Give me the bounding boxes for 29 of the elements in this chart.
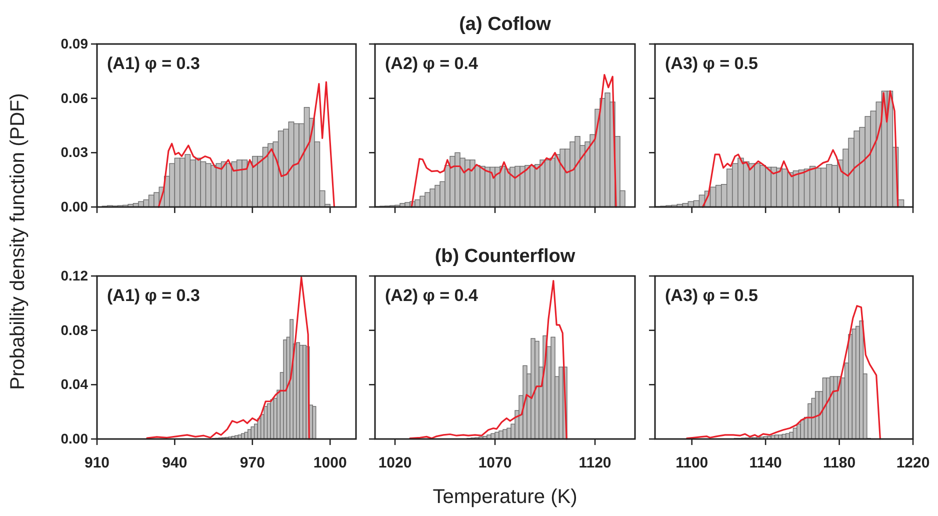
x-tick-label: 940 <box>162 454 188 472</box>
y-tick-label: 0.12 <box>60 267 88 284</box>
y-tick-label: 0.00 <box>60 430 88 446</box>
annotation: (A1) φ = 0.3 <box>107 286 200 305</box>
y-tick-label: 0.00 <box>60 198 88 214</box>
y-tick-label: 0.04 <box>60 376 88 392</box>
x-tick-label: 1120 <box>578 454 612 472</box>
x-tick-label: 1020 <box>378 454 412 472</box>
x-tick-label: 1000 <box>313 454 347 472</box>
annotation: (A3) φ = 0.5 <box>665 54 758 73</box>
annotation: (A2) φ = 0.4 <box>385 286 478 305</box>
x-axis-title: Temperature (K) <box>432 486 578 508</box>
annotation: (A2) φ = 0.4 <box>385 54 478 73</box>
x-tick-label: 1140 <box>749 454 782 472</box>
x-tick-label: 910 <box>84 454 110 472</box>
chart-title: (a) Coflow <box>459 14 552 35</box>
x-tick-label: 1100 <box>676 454 708 472</box>
y-tick-label: 0.08 <box>60 322 88 338</box>
y-tick-label: 0.09 <box>60 35 88 52</box>
x-tick-label: 1220 <box>896 454 930 472</box>
chart-title: (b) Counterflow <box>434 246 576 267</box>
x-tick-label: 970 <box>240 454 265 472</box>
x-tick-label: 1180 <box>823 454 856 472</box>
annotation: (A1) φ = 0.3 <box>107 54 200 73</box>
y-tick-label: 0.06 <box>60 90 88 106</box>
annotation: (A3) φ = 0.5 <box>665 286 758 305</box>
y-tick-label: 0.03 <box>60 144 88 160</box>
x-tick-label: 1070 <box>478 454 512 472</box>
y-axis-title: Probability density function (PDF) <box>7 93 29 390</box>
